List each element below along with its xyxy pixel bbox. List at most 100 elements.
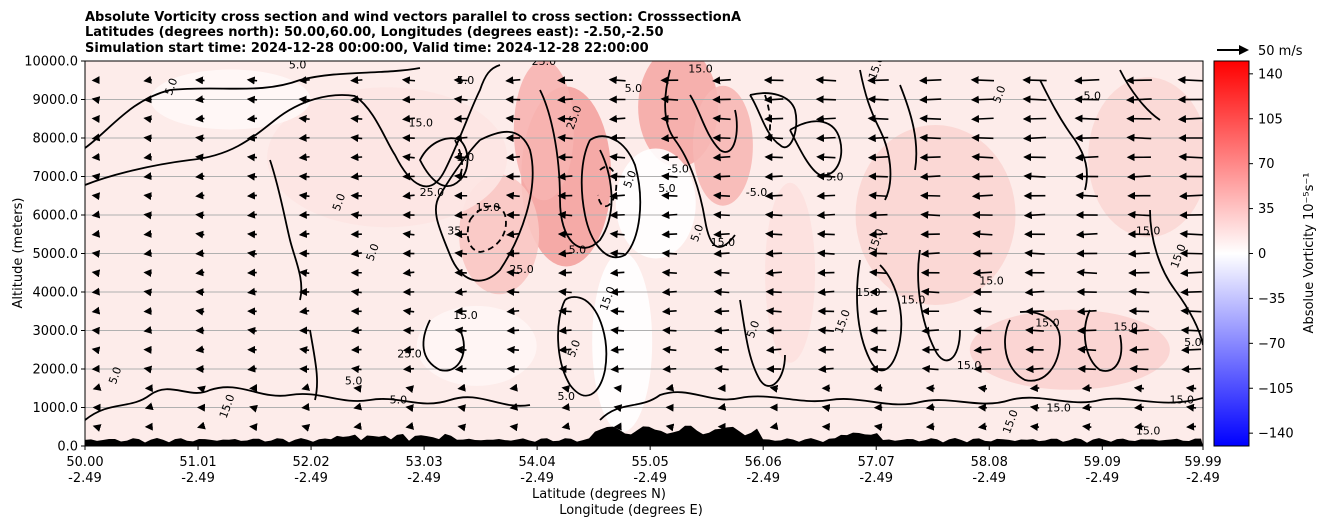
contour-label: 15.0 bbox=[408, 116, 433, 129]
wind-vector bbox=[402, 153, 415, 162]
x-tick-label-longitude: -2.49 bbox=[746, 471, 780, 486]
wind-vector bbox=[613, 384, 622, 393]
wind-vector bbox=[1029, 403, 1040, 412]
wind-vector bbox=[506, 345, 520, 354]
wind-vector bbox=[769, 384, 779, 393]
wind-vector bbox=[919, 95, 942, 104]
wind-vector bbox=[454, 345, 467, 354]
wind-vector bbox=[661, 249, 678, 258]
y-tick-label: 8000.0 bbox=[33, 132, 79, 147]
wind-vector bbox=[298, 76, 310, 85]
wind-vector bbox=[816, 134, 836, 143]
wind-vector bbox=[506, 326, 520, 335]
contour-label: 25.0 bbox=[509, 263, 534, 276]
wind-vector bbox=[867, 153, 889, 162]
wind-vector bbox=[765, 307, 782, 316]
wind-vector bbox=[608, 114, 626, 123]
wind-vector bbox=[610, 364, 624, 373]
wind-vector bbox=[970, 76, 995, 85]
wind-vector bbox=[765, 230, 783, 239]
wind-vector bbox=[350, 211, 363, 220]
colorbar-tick-label: 0 bbox=[1258, 247, 1266, 262]
wind-vector bbox=[402, 191, 415, 200]
vorticity-patch bbox=[267, 87, 508, 228]
wind-vector bbox=[143, 75, 152, 84]
contour-label: 15.0 bbox=[1136, 224, 1161, 237]
y-tick-label: 4000.0 bbox=[33, 286, 79, 301]
colorbar-tick-label: −35 bbox=[1258, 292, 1285, 307]
wind-vector bbox=[246, 114, 258, 123]
wind-vector bbox=[353, 402, 363, 411]
wind-vector bbox=[661, 268, 677, 277]
x-tick-label-longitude: -2.49 bbox=[859, 471, 893, 486]
x-tick-label-latitude: 55.05 bbox=[632, 455, 669, 470]
wind-vector bbox=[1179, 268, 1203, 277]
wind-vector bbox=[197, 385, 206, 394]
wind-vector bbox=[1081, 403, 1092, 412]
wind-vector bbox=[1177, 115, 1203, 124]
wind-vector bbox=[561, 384, 571, 393]
wind-vector bbox=[301, 424, 311, 432]
wind-vector bbox=[713, 249, 730, 258]
colorbar-tick-label: −105 bbox=[1258, 382, 1294, 397]
contour-label: 5.0 bbox=[1083, 90, 1101, 103]
wind-vector bbox=[195, 114, 205, 123]
wind-vector bbox=[873, 383, 883, 392]
y-tick-label: 5000.0 bbox=[33, 247, 79, 262]
wind-vector bbox=[453, 172, 468, 181]
wind-vector bbox=[816, 172, 836, 181]
contour-line-negative bbox=[454, 139, 463, 176]
wind-vector bbox=[195, 211, 205, 220]
contour-line bbox=[739, 299, 786, 387]
wind-vector bbox=[609, 153, 626, 162]
y-axis-label: Altitude (meters) bbox=[11, 198, 26, 309]
wind-vector bbox=[1077, 345, 1097, 354]
x-tick-label-latitude: 58.08 bbox=[971, 455, 1008, 470]
wind-vector bbox=[195, 172, 205, 181]
wind-vector bbox=[817, 249, 835, 258]
contour-label: 5.0 bbox=[826, 170, 844, 183]
wind-vector bbox=[402, 364, 414, 373]
wind-vector bbox=[609, 230, 625, 239]
vorticity-patch bbox=[513, 61, 574, 201]
y-tick-label: 2000.0 bbox=[33, 363, 79, 378]
wind-vector bbox=[195, 307, 205, 316]
wind-vector bbox=[1185, 403, 1197, 412]
terrain bbox=[85, 425, 1203, 446]
contour-label: 5.0 bbox=[364, 242, 382, 263]
wind-vector bbox=[557, 211, 573, 219]
colorbar-tick-label: 105 bbox=[1258, 112, 1283, 127]
contour-line bbox=[1004, 310, 1061, 382]
wind-vector bbox=[402, 345, 415, 354]
wind-vector bbox=[247, 364, 257, 373]
wind-vector bbox=[815, 114, 836, 123]
y-tick-label: 3000.0 bbox=[33, 324, 79, 339]
wind-vector bbox=[971, 153, 994, 162]
wind-vector bbox=[816, 153, 836, 162]
wind-vector bbox=[971, 133, 994, 142]
x-tick-label-latitude: 51.01 bbox=[179, 455, 216, 470]
wind-vector bbox=[249, 404, 258, 413]
contour-line bbox=[899, 84, 918, 171]
contour-label: 15.0 bbox=[688, 63, 713, 76]
wind-vector bbox=[660, 134, 678, 143]
contour-label: 5.0 bbox=[330, 192, 348, 213]
wind-vector bbox=[143, 288, 152, 297]
contour-label: 25.0 bbox=[532, 55, 557, 68]
wind-vector bbox=[195, 268, 205, 277]
wind-vector bbox=[453, 133, 468, 142]
wind-vector bbox=[972, 230, 993, 239]
wind-vector bbox=[350, 326, 362, 335]
y-axis-ticks: 0.0 1000.0 2000.0 3000.0 4000.0 5000.0 6000.0 7… bbox=[24, 55, 85, 455]
x-axis-ticks: 50.00-2.4951.01-2.4952.02-2.4953.03-2.49… bbox=[66, 446, 1222, 486]
wind-vector bbox=[1022, 95, 1047, 104]
wind-vector bbox=[144, 402, 154, 411]
wind-vector bbox=[453, 95, 468, 104]
wind-vector bbox=[661, 288, 677, 297]
wind-vector bbox=[815, 95, 836, 104]
contour-label: 5.0 bbox=[289, 59, 307, 72]
wind-vector bbox=[506, 288, 520, 297]
wind-vector bbox=[609, 249, 625, 258]
contour-label: 5.0 bbox=[744, 319, 762, 340]
wind-vector bbox=[712, 191, 731, 200]
